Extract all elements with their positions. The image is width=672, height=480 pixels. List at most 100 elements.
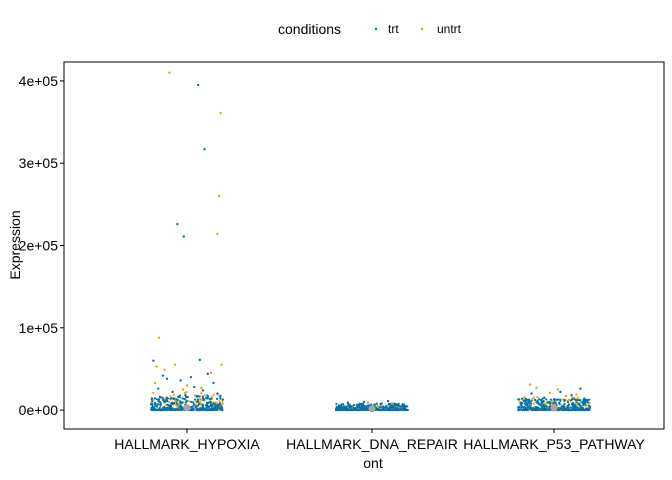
data-point-trt — [174, 407, 177, 411]
data-point-untrt — [532, 397, 535, 400]
y-tick-label: 2e+05 — [19, 238, 59, 254]
data-point-untrt — [221, 400, 224, 403]
data-point-trt — [207, 405, 211, 409]
data-point-trt — [389, 408, 392, 412]
data-point-trt — [176, 403, 179, 406]
data-point-trt — [167, 404, 170, 407]
data-point-trt — [530, 399, 533, 402]
data-point-trt — [400, 405, 403, 408]
data-point-trt — [217, 403, 220, 406]
legend-title: conditions — [278, 21, 341, 37]
data-point-trt — [221, 407, 224, 410]
data-point-trt — [171, 390, 174, 394]
data-point-trt — [373, 403, 376, 406]
data-point-untrt — [183, 391, 186, 395]
data-point-trt — [193, 398, 197, 401]
legend: conditions trt untrt — [278, 21, 462, 37]
data-point-trt — [526, 405, 529, 408]
data-point-trt — [169, 408, 173, 412]
data-point-trt — [527, 401, 530, 404]
data-point-trt — [192, 401, 195, 404]
y-tick-label: 0e+00 — [19, 402, 59, 418]
points-layer — [152, 71, 586, 406]
data-point-trt — [209, 401, 213, 404]
data-point-untrt — [169, 395, 172, 398]
data-point-trt — [201, 395, 204, 398]
data-point-trt — [520, 402, 524, 405]
data-point-trt — [581, 407, 584, 410]
mean-layer — [183, 404, 558, 413]
data-point-untrt — [163, 368, 166, 371]
data-point-trt — [218, 402, 222, 405]
data-point-trt — [533, 398, 537, 402]
data-point-trt — [531, 408, 534, 411]
data-point-trt — [518, 398, 521, 401]
data-point-trt — [356, 408, 359, 412]
data-point-trt — [380, 402, 383, 405]
data-point-trt — [165, 396, 168, 399]
data-point-trt — [391, 406, 394, 410]
data-point-untrt — [535, 386, 538, 390]
data-point-trt — [578, 404, 582, 407]
x-tick-label: HALLMARK_DNA_REPAIR — [286, 436, 458, 452]
data-point-trt — [162, 400, 166, 403]
data-point-trt — [578, 402, 581, 406]
data-point-trt — [545, 398, 548, 401]
data-point-trt — [153, 401, 156, 404]
data-point-trt — [548, 402, 552, 405]
data-point-trt — [155, 398, 158, 401]
data-point-trt — [164, 407, 167, 410]
data-point-trt — [198, 395, 201, 398]
data-point-trt — [378, 408, 382, 412]
data-point-trt — [525, 403, 528, 407]
data-point-trt — [346, 401, 350, 404]
legend-label-untrt: untrt — [437, 22, 462, 36]
data-point-trt — [569, 406, 572, 409]
data-point-trt — [567, 403, 570, 406]
data-point-trt — [195, 394, 198, 398]
data-point-trt — [524, 406, 527, 409]
data-point-trt — [210, 397, 213, 400]
y-tick-label: 4e+05 — [19, 73, 59, 89]
data-point-untrt — [174, 403, 177, 406]
data-point-untrt — [200, 398, 203, 401]
x-tick-label: HALLMARK_HYPOXIA — [114, 436, 260, 452]
data-point-trt — [204, 408, 207, 412]
data-point-trt — [161, 374, 165, 377]
x-axis: HALLMARK_HYPOXIA HALLMARK_DNA_REPAIR HALLM… — [114, 429, 645, 452]
data-point-trt — [541, 401, 544, 404]
data-point-trt — [171, 407, 174, 410]
data-point-trt — [201, 389, 205, 392]
data-point-trt — [362, 408, 365, 411]
data-point-trt — [396, 403, 400, 407]
data-point-trt — [343, 405, 346, 408]
data-point-untrt — [181, 388, 185, 391]
data-point-trt — [196, 398, 199, 401]
data-point-trt — [370, 403, 373, 406]
data-point-trt — [583, 401, 587, 404]
data-point-trt — [571, 405, 574, 408]
data-point-trt — [548, 408, 551, 412]
data-point-trt — [157, 398, 161, 401]
data-point-trt — [538, 398, 541, 401]
data-point-trt — [364, 407, 368, 410]
data-point-untrt — [218, 399, 221, 403]
data-point-trt — [340, 403, 343, 406]
x-axis-title: ont — [363, 455, 383, 471]
data-point-trt — [157, 387, 160, 390]
data-point-trt — [338, 405, 341, 408]
x-tick-label: HALLMARK_P53_PATHWAY — [463, 436, 645, 452]
dense-band-layer — [149, 391, 592, 412]
data-point-trt — [526, 408, 529, 412]
data-point-trt — [213, 408, 216, 412]
data-point-trt — [176, 222, 179, 226]
data-point-untrt — [532, 402, 535, 405]
data-point-trt — [206, 396, 209, 400]
data-point-untrt — [209, 371, 213, 375]
data-point-trt — [173, 397, 176, 400]
data-point-trt — [198, 358, 201, 362]
panel-border — [63, 61, 665, 430]
data-point-trt — [215, 397, 219, 400]
data-point-trt — [566, 400, 570, 404]
data-point-trt — [402, 407, 405, 410]
